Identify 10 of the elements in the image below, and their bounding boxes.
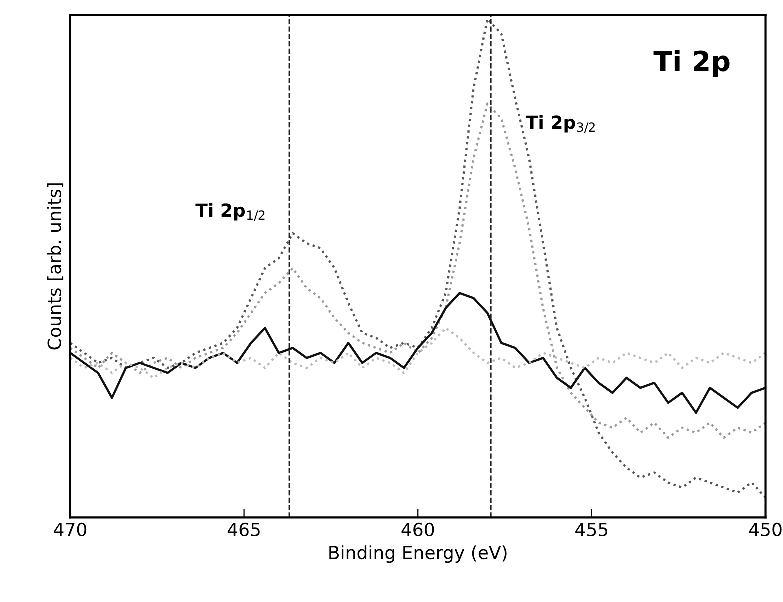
annotation: Ti 2p$_{3/2}$ xyxy=(526,115,595,134)
text: Ti 2p xyxy=(654,50,730,78)
x-tick-label: 465 xyxy=(228,522,260,537)
x-tick-label: 455 xyxy=(576,523,608,537)
x-axis-title: Binding Energy (eV) xyxy=(330,546,507,564)
annotation: Ti 2p$_{1/2}$ xyxy=(196,203,265,222)
y-axis-title: Counts [arb. units] xyxy=(47,184,64,350)
x-tick-label: 460 xyxy=(402,522,434,537)
x-tick-label: 470 xyxy=(54,522,86,537)
x-tick-label: 450 xyxy=(749,522,782,537)
